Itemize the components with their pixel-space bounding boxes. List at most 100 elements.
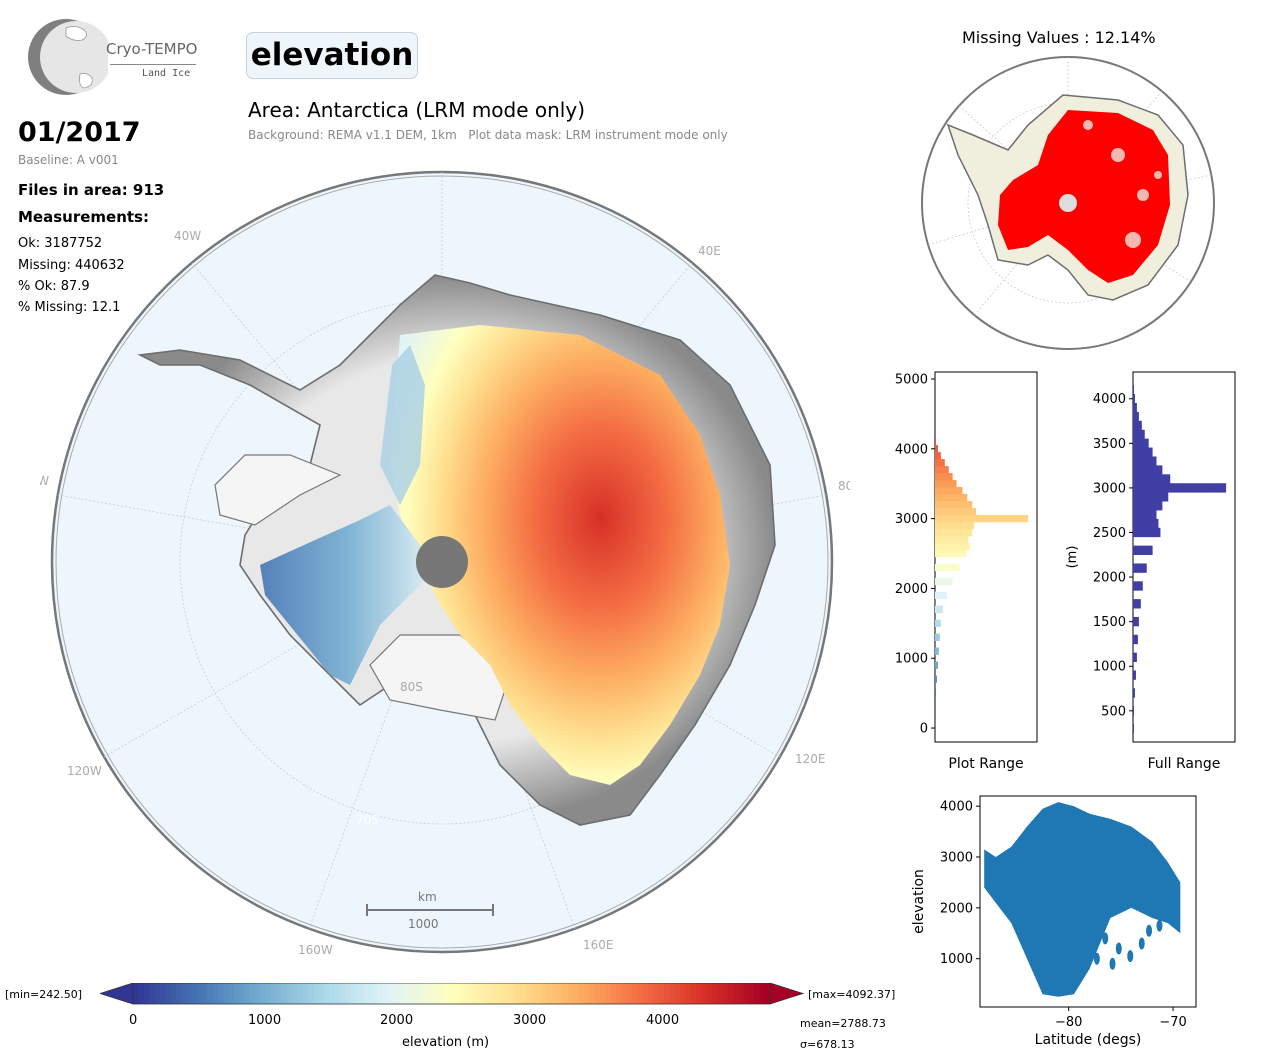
scatter-ylabel: elevation (911, 869, 927, 934)
missing-inset-title: Missing Values : 12.14% (962, 28, 1156, 47)
colorbar-tick-4000: 4000 (646, 1013, 680, 1028)
hist-bar (1133, 518, 1159, 529)
hist-bar (935, 542, 971, 551)
hist-bar (935, 500, 973, 509)
hist-tick-label: 500 (1101, 704, 1126, 719)
colorbar-tick-0: 0 (129, 1013, 138, 1028)
colorbar-segment (345, 983, 352, 1004)
hist-bar (935, 480, 957, 488)
scatter-point (1115, 942, 1122, 955)
colorbar-segment (504, 983, 511, 1004)
colorbar-segment (186, 983, 192, 1004)
colorbar-segment (138, 983, 145, 1004)
lat-label-70s: 70S (356, 813, 379, 827)
colorbar-segment (350, 983, 357, 1004)
colorbar-segment (706, 983, 713, 1004)
colorbar-segment (196, 983, 203, 1004)
lon-label-0e: 0E (434, 165, 449, 166)
hist-tick-label: 4000 (1093, 392, 1126, 407)
colorbar-segment (605, 983, 612, 1004)
colorbar-segment (387, 983, 394, 1004)
hist-bar (1133, 501, 1163, 511)
hist-bar (1133, 652, 1137, 662)
hist-tick-label: 3000 (1093, 481, 1126, 496)
hist-xlabel: Plot Range (948, 756, 1023, 772)
colorbar-segment (207, 983, 214, 1004)
colorbar-segment (260, 983, 267, 1004)
colorbar-segment (244, 983, 251, 1004)
scatter-ytick-label: 2000 (940, 901, 973, 916)
scatter-xtick-label: −80 (1055, 1015, 1082, 1030)
colorbar-max-extend (769, 983, 805, 1005)
hist-bar (1133, 616, 1139, 627)
colorbar-segment (148, 983, 155, 1004)
colorbar-segment (366, 983, 373, 1004)
scatter-point (1102, 932, 1109, 945)
hist-bar (1133, 527, 1161, 538)
files-in-area: Files in area: 913 (18, 181, 165, 199)
scatter-point-cloud (984, 802, 1181, 997)
colorbar-segment (562, 983, 569, 1004)
hist-tick-label: 5000 (895, 372, 928, 387)
colorbar-segment (302, 983, 309, 1004)
colorbar-segment (324, 983, 331, 1004)
hist-bar (1133, 634, 1138, 645)
hist-bar (935, 459, 945, 467)
cryo-tempo-logo: Cryo-TEMPO Land Ice (18, 16, 203, 101)
colorbar-segment (738, 983, 745, 1004)
hist-bar (935, 466, 949, 474)
hist-bar (935, 605, 943, 614)
colorbar-segment (626, 983, 633, 1004)
missing-values-map (921, 56, 1215, 350)
scatter-point (1156, 919, 1163, 932)
hist-bar (1133, 509, 1157, 520)
colorbar-segment (308, 983, 315, 1004)
colorbar-segment (223, 983, 230, 1004)
colorbar-segment (488, 983, 495, 1004)
colorbar-segment (674, 983, 681, 1004)
lat-elevation-scatter: 1000 2000 3000 4000 −80 −70 Latitude (degs) ele… (911, 795, 1197, 1048)
stat-missing: Missing: 440632 (18, 258, 125, 273)
colorbar-segment (334, 983, 341, 1004)
colorbar-segment (164, 983, 171, 1004)
colorbar-segment (435, 983, 442, 1004)
scalebar-unit: km (418, 890, 437, 904)
area-title: Area: Antarctica (LRM mode only) (248, 98, 586, 122)
colorbar-segment (340, 983, 346, 1004)
scatter-ytick-label: 3000 (940, 851, 973, 866)
hist-bar (935, 521, 975, 530)
colorbar-segment (472, 983, 479, 1004)
colorbar-segment (414, 983, 421, 1004)
colorbar-segment (355, 983, 362, 1004)
hist-bar (935, 438, 936, 446)
lon-label-120w: 120W (67, 764, 102, 778)
hist-bar (1133, 545, 1153, 555)
lon-label-160w: 160W (298, 943, 333, 957)
scatter-ytick-label: 1000 (940, 952, 973, 967)
hist-tick-label: 4000 (895, 442, 928, 457)
colorbar-segment (509, 983, 516, 1004)
scatter-point (1138, 937, 1145, 950)
hist-bar (1133, 599, 1141, 609)
colorbar-segment (748, 983, 755, 1004)
colorbar-segment (647, 983, 654, 1004)
colorbar-segment (371, 983, 378, 1004)
colorbar-segment (663, 983, 670, 1004)
colorbar-segment (419, 983, 426, 1004)
hist-bar (1133, 429, 1145, 440)
pole-hole (416, 536, 468, 588)
colorbar-segment (610, 983, 617, 1004)
colorbar-segment (217, 983, 224, 1004)
hist-bar (1133, 385, 1134, 395)
hist-bar (1133, 670, 1136, 680)
hist-bar (935, 549, 967, 558)
hist-bar (935, 577, 953, 586)
lon-label-120e: 120E (795, 752, 826, 766)
lon-label-40w: 40W (174, 229, 201, 243)
colorbar-segment (462, 983, 469, 1004)
hist-bar (935, 445, 938, 453)
colorbar-segment (616, 983, 622, 1004)
colorbar-segment (727, 983, 734, 1004)
scatter-point (1146, 924, 1153, 937)
colorbar-segment (212, 983, 219, 1004)
